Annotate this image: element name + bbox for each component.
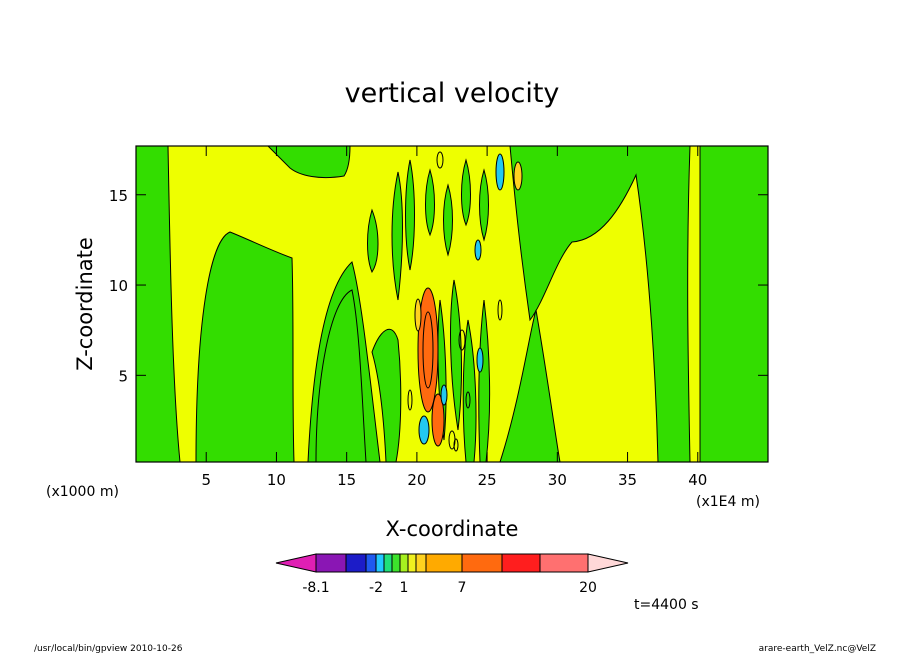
colorbar-label-1: -8.1 bbox=[302, 580, 329, 596]
colorbar-segment bbox=[391, 553, 401, 573]
x-tick-label: 25 bbox=[478, 471, 497, 489]
x-tick-label: 30 bbox=[548, 471, 567, 489]
colorbar-label-2: -2 bbox=[369, 580, 383, 596]
colorbar-label-3: 1 bbox=[400, 580, 409, 596]
colorbar-segment bbox=[383, 553, 393, 573]
y-axis-label: Z-coordinate bbox=[73, 237, 97, 371]
y-tick-label: 15 bbox=[109, 187, 128, 205]
x-axis-label: X-coordinate bbox=[386, 517, 519, 541]
colorbar-segment bbox=[415, 553, 427, 573]
x-tick-label: 5 bbox=[201, 471, 211, 489]
footer-right: arare-earth_VelZ.nc@VelZ bbox=[759, 644, 876, 654]
chart-title: vertical velocity bbox=[345, 78, 560, 109]
x-tick-label: 10 bbox=[267, 471, 286, 489]
colorbar-segment bbox=[425, 553, 463, 573]
colorbar bbox=[275, 553, 629, 573]
y-tick-label: 10 bbox=[109, 277, 128, 295]
colorbar-segment bbox=[407, 553, 417, 573]
colorbar-segment bbox=[399, 553, 409, 573]
x-tick-label: 40 bbox=[688, 471, 707, 489]
colorbar-segment bbox=[375, 553, 385, 573]
x-axis-ticks: 5 10 15 20 25 30 35 40 bbox=[201, 146, 707, 489]
x-tick-label: 15 bbox=[337, 471, 356, 489]
colorbar-segment bbox=[315, 553, 347, 573]
y-axis-ticks: 5 10 15 bbox=[109, 187, 768, 385]
footer-left: /usr/local/bin/gpview 2010-10-26 bbox=[34, 644, 183, 654]
y-tick-label: 5 bbox=[118, 367, 128, 385]
plot-frame bbox=[135, 145, 769, 463]
updraft-core bbox=[414, 287, 445, 447]
colorbar-segment bbox=[345, 553, 367, 573]
colorbar-label-4: 7 bbox=[458, 580, 467, 596]
colorbar-segment bbox=[539, 553, 589, 573]
colorbar-segment bbox=[365, 553, 377, 573]
colorbar-left-arrow bbox=[275, 553, 317, 573]
x-unit-left: (x1000 m) bbox=[46, 484, 119, 500]
colorbar-segment bbox=[461, 553, 503, 573]
green-islands bbox=[315, 158, 491, 463]
x-tick-label: 20 bbox=[407, 471, 426, 489]
colorbar-segment bbox=[501, 553, 541, 573]
time-label: t=4400 s bbox=[634, 597, 699, 613]
downdraft-cells bbox=[418, 153, 505, 445]
x-tick-label: 35 bbox=[618, 471, 637, 489]
plot-area: 5 10 15 20 25 30 35 40 5 10 15 bbox=[109, 145, 769, 489]
colorbar-label-5: 20 bbox=[579, 580, 597, 596]
x-unit-right: (x1E4 m) bbox=[696, 494, 760, 510]
small-contours bbox=[407, 151, 523, 452]
colorbar-labels: -8.1 -2 1 7 20 bbox=[302, 580, 597, 596]
colorbar-right-arrow bbox=[587, 553, 629, 573]
